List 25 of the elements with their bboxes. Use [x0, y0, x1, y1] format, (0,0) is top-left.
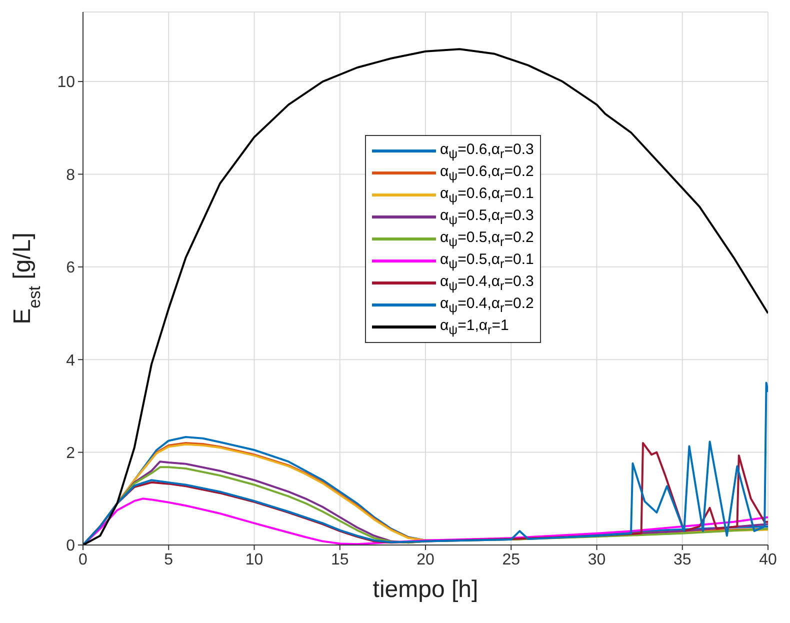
x-tick-label: 0	[78, 551, 88, 568]
y-tick-label: 10	[57, 74, 76, 92]
legend-label: α$_{ψ}$=0.4,α$_{r}$=0.3	[440, 273, 534, 293]
x-tick-label: 30	[588, 551, 606, 568]
legend-label: α$_{ψ}$=0.6,α$_{r}$=0.1	[440, 185, 534, 205]
y-tick-label: 0	[66, 538, 76, 555]
legend-label: α$_{ψ}$=0.5,α$_{r}$=0.2	[440, 229, 534, 249]
y-tick-label: 8	[66, 166, 76, 184]
x-tick-label: 10	[245, 551, 264, 568]
x-tick-label: 15	[330, 551, 349, 568]
legend-label: α$_{ψ}$=0.6,α$_{r}$=0.2	[440, 163, 534, 183]
y-tick-label: 6	[66, 260, 76, 277]
legend-label: α$_{ψ}$=1,α$_{r}$=1	[440, 317, 509, 337]
legend-label: α$_{ψ}$=0.6,α$_{r}$=0.3	[440, 141, 534, 161]
x-tick-label: 5	[164, 551, 174, 568]
legend-label: α$_{ψ}$=0.5,α$_{r}$=0.3	[440, 207, 534, 227]
x-tick-label: 35	[673, 551, 692, 568]
x-tick-label: 25	[502, 551, 520, 568]
y-tick-label: 4	[66, 352, 76, 370]
x-tick-label: 20	[416, 551, 434, 568]
x-tick-label: 40	[759, 551, 777, 568]
legend-label: α$_{ψ}$=0.5,α$_{r}$=0.1	[440, 251, 534, 271]
legend-label: α$_{ψ}$=0.4,α$_{r}$=0.2	[440, 295, 534, 315]
x-axis-title: tiempo [h]	[372, 576, 478, 603]
y-tick-label: 2	[66, 444, 76, 462]
